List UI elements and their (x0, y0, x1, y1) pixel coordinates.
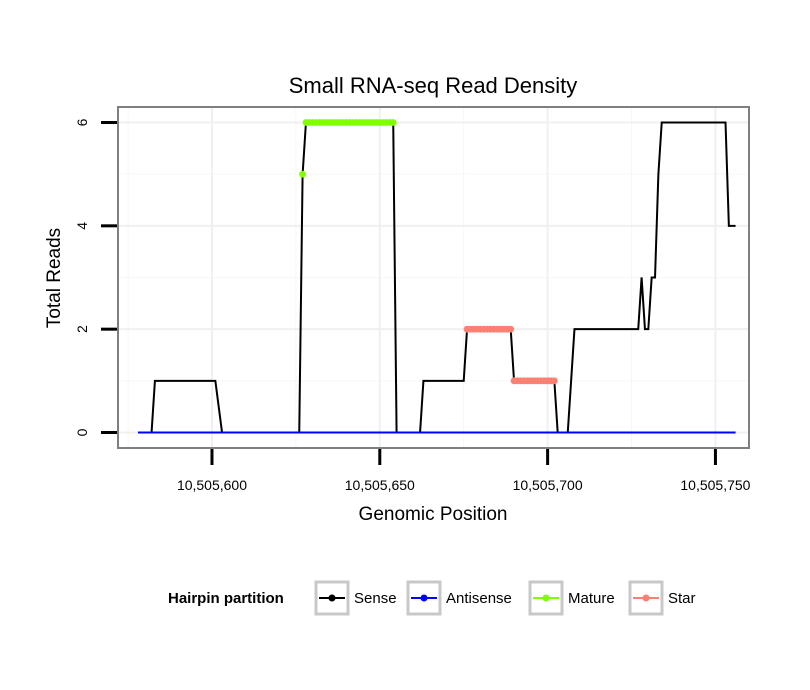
legend-key-point (328, 594, 336, 602)
legend-label-sense: Sense (354, 590, 397, 607)
x-tick-label: 10,505,600 (177, 477, 247, 493)
legend-item-star: Star (628, 580, 696, 616)
legend-label-star: Star (668, 590, 696, 607)
legend: Hairpin partition Sense Antisense Mature St… (168, 580, 696, 616)
chart-title: Small RNA-seq Read Density (289, 73, 578, 98)
legend-key-point (420, 594, 428, 602)
legend-key-point (642, 594, 650, 602)
data-point-mature (299, 170, 306, 178)
legend-item-mature: Mature (528, 580, 615, 616)
x-tick-label: 10,505,750 (680, 477, 750, 493)
data-point-mature (389, 119, 397, 126)
legend-title: Hairpin partition (168, 590, 284, 607)
x-axis: 10,505,600 10,505,650 10,505,700 10,505,750 (177, 449, 751, 493)
series-layer (138, 119, 736, 434)
legend-key-point (542, 594, 550, 602)
x-tick-label: 10,505,700 (513, 477, 583, 493)
y-tick-label: 0 (74, 428, 90, 436)
y-axis: 0 2 4 6 (74, 118, 117, 436)
x-axis-title: Genomic Position (359, 504, 508, 525)
legend-item-sense: Sense (314, 580, 397, 616)
legend-item-antisense: Antisense (406, 580, 512, 616)
y-tick-label: 4 (74, 222, 90, 230)
y-axis-title: Total Reads (44, 228, 65, 328)
legend-label-mature: Mature (568, 590, 615, 607)
legend-label-antisense: Antisense (446, 590, 512, 607)
y-tick-label: 2 (74, 325, 90, 333)
data-point-star (507, 325, 515, 333)
data-point-star (550, 377, 558, 385)
x-tick-label: 10,505,650 (345, 477, 415, 493)
y-tick-label: 6 (74, 118, 90, 126)
plot-panel-border (117, 106, 750, 449)
